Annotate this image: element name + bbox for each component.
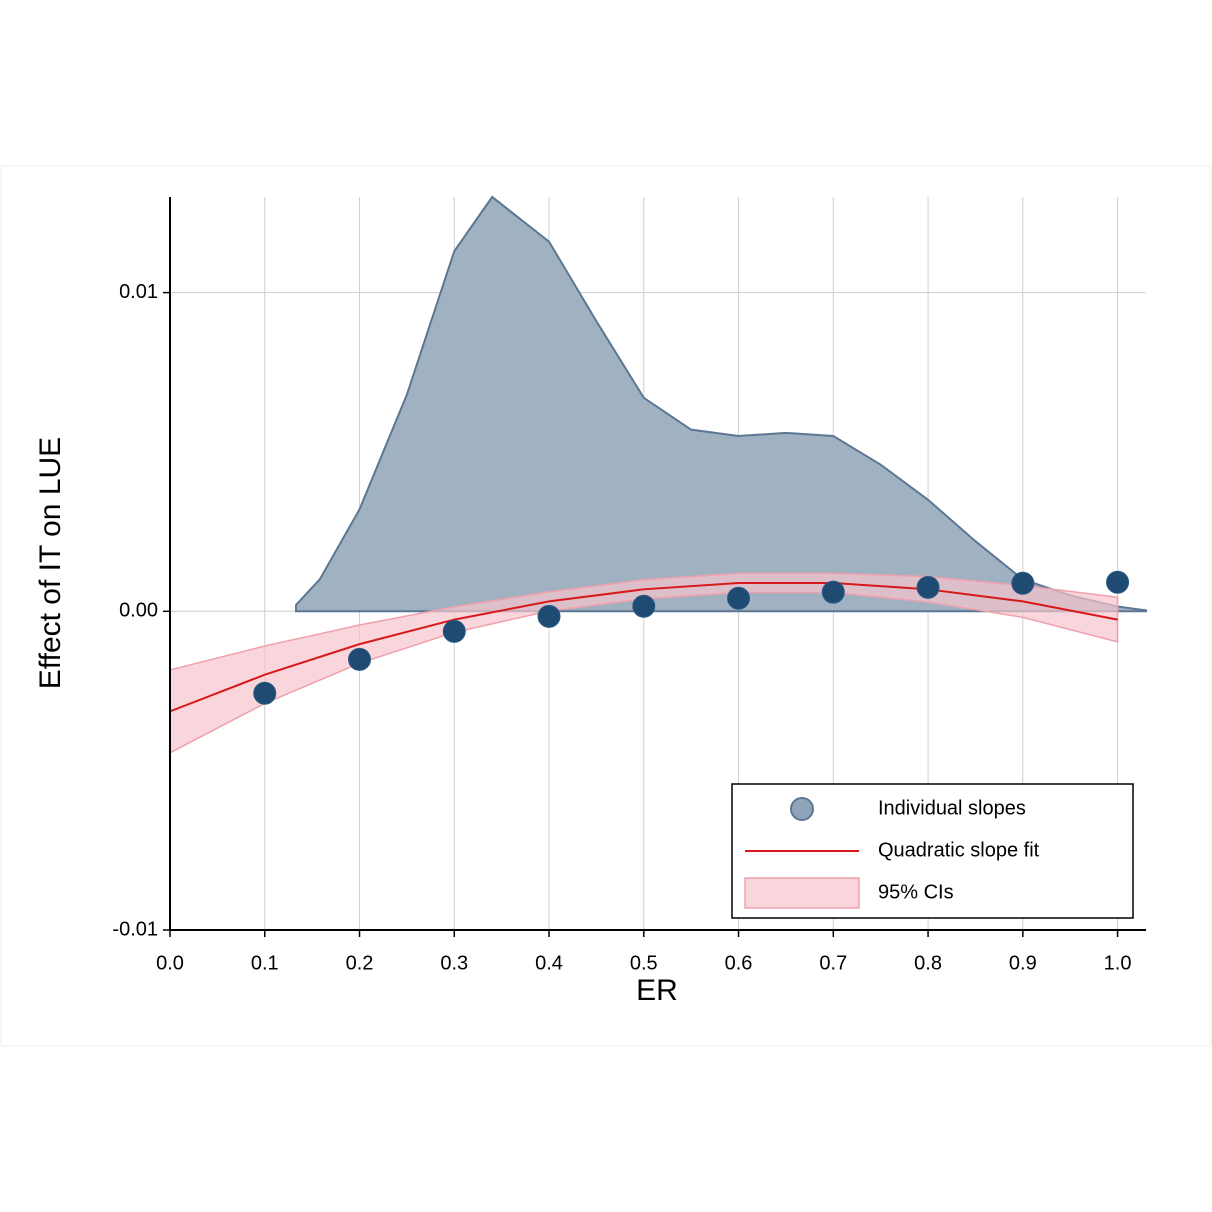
x-tick-label: 0.2	[346, 952, 374, 974]
fit-line	[169, 581, 1118, 713]
point	[537, 604, 561, 628]
y-axis-label: Effect of IT on LUE	[34, 437, 67, 689]
x-axis-label: ER	[636, 974, 678, 1007]
marks-layer	[169, 195, 1147, 755]
point	[632, 594, 656, 618]
legend-marker	[744, 877, 860, 909]
y-tick-label: -0.01	[112, 918, 158, 940]
x-tick-label: 0.3	[440, 952, 468, 974]
legend: Individual slopes Quadratic slope fit 95% …	[731, 783, 1134, 919]
point	[821, 580, 845, 604]
x-tick-label: 0.0	[156, 952, 184, 974]
x-tick-label: 0.7	[819, 952, 847, 974]
point	[253, 681, 277, 705]
x-tick-label: 0.1	[251, 952, 279, 974]
point	[727, 586, 751, 610]
x-tick-label: 0.4	[535, 952, 563, 974]
ci-band	[169, 572, 1119, 755]
x-tick-label: 1.0	[1104, 952, 1132, 974]
legend-label: Quadratic slope fit	[878, 839, 1040, 861]
x-tick-label: 0.9	[1009, 952, 1037, 974]
point	[348, 647, 372, 671]
x-tick-label: 0.8	[914, 952, 942, 974]
plot-frame	[0, 165, 1212, 1047]
y-tick-label: 0.01	[119, 281, 158, 303]
x-tick-label: 0.5	[630, 952, 658, 974]
point	[442, 619, 466, 643]
legend-label: 95% CIs	[878, 881, 954, 903]
point	[1106, 570, 1130, 594]
x-tick-label: 0.6	[725, 952, 753, 974]
point	[916, 575, 940, 599]
legend-marker	[790, 797, 814, 821]
axes-layer: 0.0 0.1 0.2 0.3 0.4 0.5 0.6 0.7 0.8 0.9 1.0 -0.01 0.…	[112, 197, 1146, 974]
y-tick-label: 0.00	[119, 600, 158, 622]
legend-label: Individual slopes	[878, 797, 1026, 819]
point	[1011, 571, 1035, 595]
